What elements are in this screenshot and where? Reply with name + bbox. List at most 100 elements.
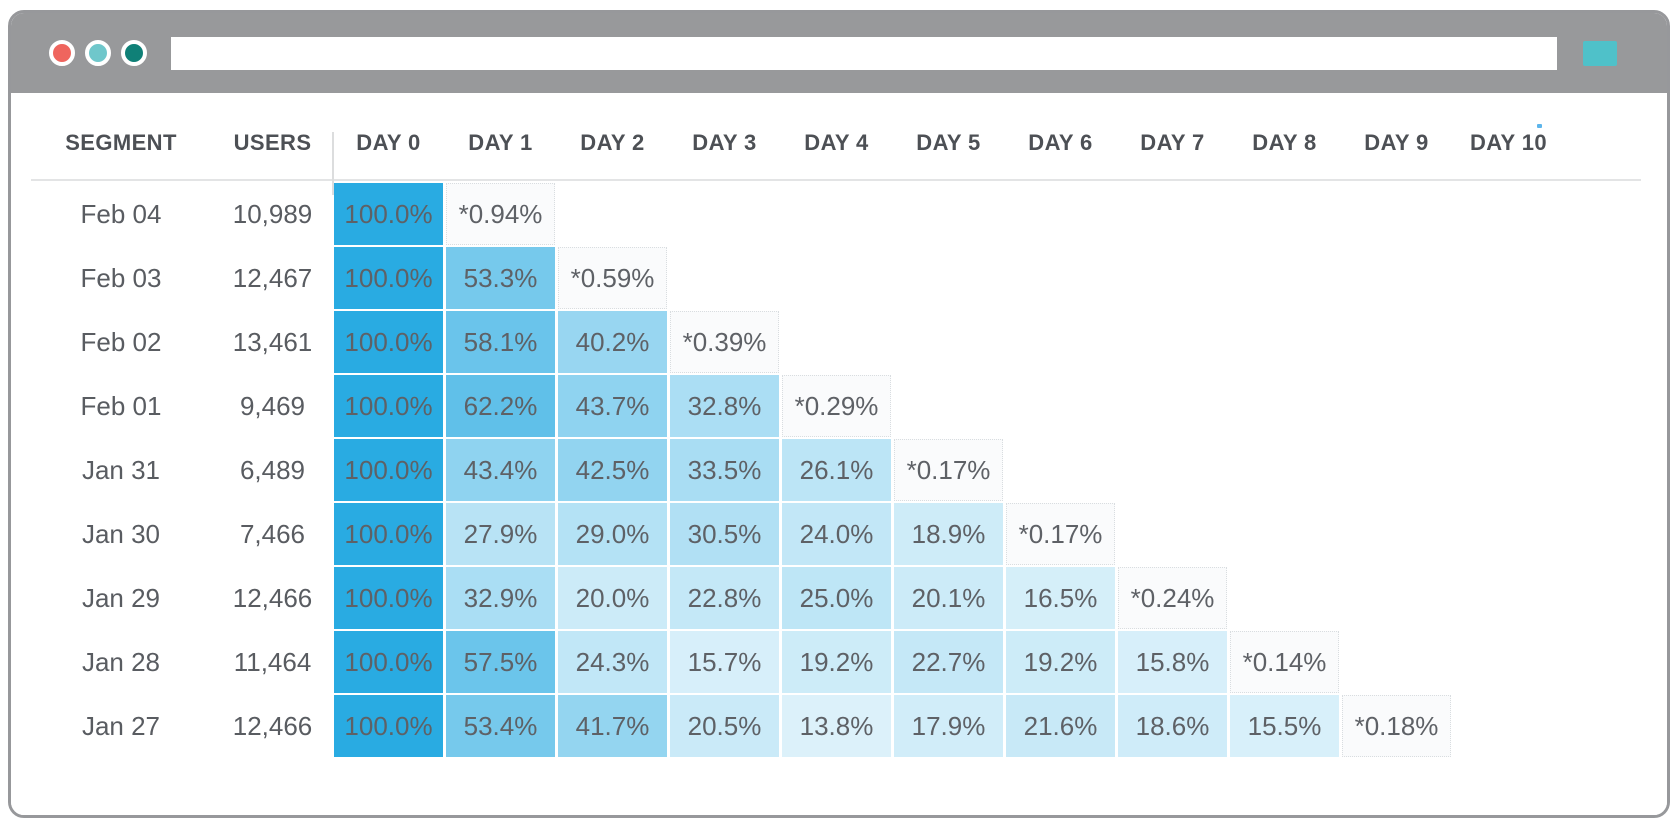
users-count: 12,466 — [232, 582, 313, 613]
retention-cell[interactable]: 22.7% — [894, 631, 1003, 693]
retention-cell[interactable]: 24.3% — [558, 631, 667, 693]
retention-cell[interactable]: 25.0% — [782, 567, 891, 629]
retention-cell[interactable]: 26.1% — [782, 439, 891, 501]
users-count: 12,467 — [232, 262, 313, 293]
retention-cell[interactable]: 29.0% — [558, 503, 667, 565]
retention-cell[interactable]: 62.2% — [446, 375, 555, 437]
close-button-icon[interactable] — [49, 40, 75, 66]
retention-cell[interactable]: 100.0% — [334, 503, 443, 565]
retention-cell[interactable]: 13.8% — [782, 695, 891, 757]
segment-label: Feb 04 — [80, 198, 162, 229]
column-header-day: DAY 5 — [916, 130, 981, 155]
cohort-row: Feb 03 12,467 100.0% 53.3% *0.59% — [31, 247, 1667, 309]
retention-cell[interactable]: 100.0% — [334, 375, 443, 437]
segment-label: Feb 02 — [80, 326, 162, 357]
retention-cell[interactable]: 20.1% — [894, 567, 1003, 629]
browser-titlebar — [11, 13, 1667, 93]
retention-cell[interactable]: 32.9% — [446, 567, 555, 629]
retention-cell[interactable]: 100.0% — [334, 183, 443, 245]
address-bar[interactable] — [171, 36, 1557, 70]
retention-cell[interactable]: 15.8% — [1118, 631, 1227, 693]
users-count: 6,489 — [239, 454, 306, 485]
retention-cell[interactable]: 15.5% — [1230, 695, 1339, 757]
cohort-row: Jan 28 11,464 100.0% 57.5% 24.3% 15.7% 19.2% 22… — [31, 631, 1667, 693]
column-header-day: DAY 10 — [1469, 130, 1547, 155]
retention-cell[interactable]: *0.17% — [1006, 503, 1115, 565]
retention-cell[interactable]: *0.29% — [782, 375, 891, 437]
retention-cell[interactable]: 27.9% — [446, 503, 555, 565]
retention-cell[interactable]: 43.7% — [558, 375, 667, 437]
segment-label: Jan 30 — [81, 518, 161, 549]
window-controls — [49, 40, 147, 66]
users-count: 11,464 — [233, 646, 312, 677]
retention-cell[interactable]: 30.5% — [670, 503, 779, 565]
column-header-day: DAY 9 — [1364, 130, 1429, 155]
cohort-row: Feb 01 9,469 100.0% 62.2% 43.7% 32.8% *0.29% — [31, 375, 1667, 437]
browser-window: SEGMENT USERS DAY 0 DAY 1 DAY 2 DAY 3 DAY 4 D… — [8, 10, 1670, 818]
cohort-rows: Feb 04 10,989 100.0% *0.94% Feb 03 12,467 100.… — [31, 183, 1667, 757]
segment-label: Jan 31 — [81, 454, 161, 485]
cohort-row: Jan 27 12,466 100.0% 53.4% 41.7% 20.5% 13.8% 17… — [31, 695, 1667, 757]
retention-cell[interactable]: *0.94% — [446, 183, 555, 245]
retention-cell[interactable]: *0.14% — [1230, 631, 1339, 693]
retention-cell[interactable]: 100.0% — [334, 311, 443, 373]
retention-cell[interactable]: *0.59% — [558, 247, 667, 309]
retention-cell[interactable]: 43.4% — [446, 439, 555, 501]
retention-cell[interactable]: 100.0% — [334, 567, 443, 629]
column-header-day: DAY 7 — [1140, 130, 1205, 155]
maximize-button-icon[interactable] — [121, 40, 147, 66]
retention-cell[interactable]: 16.5% — [1006, 567, 1115, 629]
minimize-button-icon[interactable] — [85, 40, 111, 66]
users-count: 7,466 — [239, 518, 306, 549]
page-content: SEGMENT USERS DAY 0 DAY 1 DAY 2 DAY 3 DAY 4 D… — [11, 107, 1667, 815]
retention-cell[interactable]: 20.5% — [670, 695, 779, 757]
cohort-row: Feb 02 13,461 100.0% 58.1% 40.2% *0.39% — [31, 311, 1667, 373]
retention-cell[interactable]: *0.24% — [1118, 567, 1227, 629]
column-header-users: USERS — [233, 130, 312, 155]
retention-cell[interactable]: 100.0% — [334, 247, 443, 309]
column-header-day: DAY 4 — [804, 130, 869, 155]
retention-cell[interactable]: 21.6% — [1006, 695, 1115, 757]
retention-cell[interactable]: 100.0% — [334, 439, 443, 501]
retention-cell[interactable]: 32.8% — [670, 375, 779, 437]
header-divider-line — [31, 179, 1641, 181]
retention-cell[interactable]: 42.5% — [558, 439, 667, 501]
retention-cell[interactable]: 15.7% — [670, 631, 779, 693]
users-count: 10,989 — [232, 198, 313, 229]
cohort-row: Jan 31 6,489 100.0% 43.4% 42.5% 33.5% 26.1% *0.… — [31, 439, 1667, 501]
column-header-day: DAY 1 — [468, 130, 533, 155]
column-header-segment: SEGMENT — [65, 130, 177, 155]
users-count: 9,469 — [239, 390, 306, 421]
column-header-day: DAY 2 — [580, 130, 645, 155]
retention-cell[interactable]: 57.5% — [446, 631, 555, 693]
segment-label: Jan 27 — [81, 710, 161, 741]
retention-cell[interactable]: 40.2% — [558, 311, 667, 373]
retention-cell[interactable]: 18.6% — [1118, 695, 1227, 757]
browser-action-button[interactable] — [1583, 40, 1617, 66]
retention-cell[interactable]: 100.0% — [334, 631, 443, 693]
retention-cell[interactable]: *0.39% — [670, 311, 779, 373]
header-vertical-divider — [332, 132, 334, 195]
retention-cell[interactable]: 19.2% — [1006, 631, 1115, 693]
retention-cell[interactable]: 58.1% — [446, 311, 555, 373]
column-header-day: DAY 6 — [1028, 130, 1093, 155]
artifact-dot — [1537, 124, 1542, 128]
users-count: 12,466 — [232, 710, 313, 741]
retention-cell[interactable]: 22.8% — [670, 567, 779, 629]
retention-cell[interactable]: *0.18% — [1342, 695, 1451, 757]
retention-cell[interactable]: 53.4% — [446, 695, 555, 757]
retention-cell[interactable]: 100.0% — [334, 695, 443, 757]
retention-cell[interactable]: 24.0% — [782, 503, 891, 565]
retention-cell[interactable]: 53.3% — [446, 247, 555, 309]
retention-cell[interactable]: 18.9% — [894, 503, 1003, 565]
retention-cell[interactable]: 41.7% — [558, 695, 667, 757]
segment-label: Jan 28 — [81, 646, 161, 677]
retention-cell[interactable]: *0.17% — [894, 439, 1003, 501]
column-header-day: DAY 3 — [692, 130, 757, 155]
retention-cell[interactable]: 19.2% — [782, 631, 891, 693]
cohort-row: Jan 30 7,466 100.0% 27.9% 29.0% 30.5% 24.0% 18.… — [31, 503, 1667, 565]
segment-label: Feb 01 — [80, 390, 162, 421]
retention-cell[interactable]: 17.9% — [894, 695, 1003, 757]
retention-cell[interactable]: 33.5% — [670, 439, 779, 501]
retention-cell[interactable]: 20.0% — [558, 567, 667, 629]
